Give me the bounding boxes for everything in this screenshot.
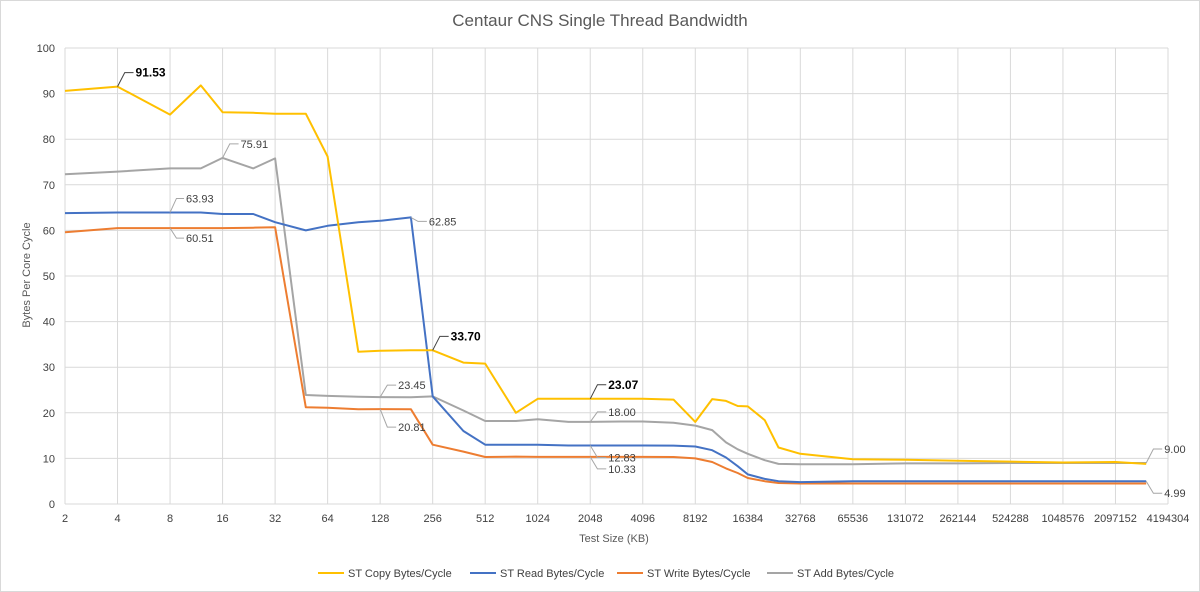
callout-leader — [222, 143, 239, 159]
x-tick-label: 8192 — [683, 513, 707, 525]
series-line-read — [64, 211, 1147, 484]
x-tick-label: 1024 — [525, 513, 549, 525]
x-tick-label: 16384 — [733, 513, 764, 525]
legend-label: ST Write Bytes/Cycle — [647, 568, 751, 580]
callout-leader — [379, 384, 397, 398]
callout-leader — [169, 197, 185, 213]
data-label: 20.81 — [398, 422, 426, 434]
chart-legend: ST Copy Bytes/Cycle ST Read Bytes/Cycle ST… — [318, 568, 894, 580]
data-label: 60.51 — [186, 233, 214, 245]
data-label: 33.70 — [451, 329, 481, 343]
callout-leader — [589, 445, 607, 458]
x-tick-label: 32768 — [785, 513, 816, 525]
y-tick-label: 70 — [43, 180, 55, 192]
data-label: 12.83 — [608, 452, 636, 464]
y-tick-label: 0 — [49, 499, 55, 511]
series-lines — [64, 84, 1147, 485]
x-tick-label: 2048 — [578, 513, 602, 525]
callout-leader — [379, 408, 397, 428]
x-tick-label: 524288 — [992, 513, 1029, 525]
series-line-add — [64, 156, 1147, 466]
y-tick-label: 50 — [43, 271, 55, 283]
x-tick-label: 4194304 — [1147, 513, 1190, 525]
x-tick-label: 2 — [62, 513, 68, 525]
x-tick-label: 2097152 — [1094, 513, 1137, 525]
data-label: 23.45 — [398, 380, 426, 392]
data-label: 10.33 — [608, 464, 636, 476]
x-tick-label: 16 — [216, 513, 228, 525]
legend-label: ST Add Bytes/Cycle — [797, 568, 894, 580]
callout-leader — [410, 216, 427, 222]
callout-leader — [589, 411, 607, 423]
data-label: 62.85 — [429, 216, 457, 228]
data-label: 75.91 — [241, 139, 269, 151]
series-line-copy — [64, 84, 1147, 465]
x-tick-label: 4096 — [631, 513, 655, 525]
legend-label: ST Read Bytes/Cycle — [500, 568, 604, 580]
x-tick-label: 4 — [114, 513, 120, 525]
x-tick-label: 8 — [167, 513, 173, 525]
callout-leader — [1145, 480, 1163, 494]
data-callouts: 91.53 33.70 23.07 63.93 62.85 12.83 4.99 60.51 2… — [117, 66, 1186, 500]
y-tick-label: 20 — [43, 408, 55, 420]
x-tick-label: 131072 — [887, 513, 924, 525]
data-label: 18.00 — [608, 407, 636, 419]
y-tick-label: 90 — [43, 89, 55, 101]
y-axis-title: Bytes Per Core Cycle — [21, 222, 33, 327]
x-tick-label: 1048576 — [1042, 513, 1085, 525]
y-tick-label: 80 — [43, 134, 55, 146]
x-tick-label: 512 — [476, 513, 494, 525]
gridlines — [64, 47, 1169, 505]
x-tick-label: 64 — [321, 513, 333, 525]
y-tick-label: 40 — [43, 317, 55, 329]
x-axis-title: Test Size (KB) — [579, 533, 649, 545]
x-tick-label: 256 — [423, 513, 441, 525]
y-tick-label: 100 — [37, 43, 55, 55]
data-label: 91.53 — [136, 66, 166, 80]
x-tick-label: 262144 — [940, 513, 977, 525]
callout-leader — [589, 384, 607, 400]
data-label: 63.93 — [186, 193, 214, 205]
callout-leader — [169, 227, 185, 239]
x-axis-ticks: 2 4 8 16 32 64 128 256 512 1024 2048 4096 8192 16384 3… — [62, 513, 1189, 525]
y-tick-label: 60 — [43, 225, 55, 237]
legend-label: ST Copy Bytes/Cycle — [348, 568, 452, 580]
x-tick-label: 32 — [269, 513, 281, 525]
data-label: 4.99 — [1164, 488, 1185, 500]
x-tick-label: 128 — [371, 513, 389, 525]
callout-leader — [589, 456, 607, 470]
chart-title: Centaur CNS Single Thread Bandwidth — [452, 11, 747, 30]
callout-leader — [1145, 448, 1163, 464]
y-tick-label: 10 — [43, 453, 55, 465]
y-tick-label: 30 — [43, 362, 55, 374]
callout-leader — [117, 72, 134, 87]
data-label: 9.00 — [1164, 444, 1185, 456]
x-tick-label: 65536 — [838, 513, 869, 525]
callout-leader — [432, 335, 449, 351]
data-label: 23.07 — [608, 378, 638, 392]
series-line-write — [64, 226, 1147, 485]
y-axis-ticks: 0 10 20 30 40 50 60 70 80 90 100 — [37, 43, 55, 511]
